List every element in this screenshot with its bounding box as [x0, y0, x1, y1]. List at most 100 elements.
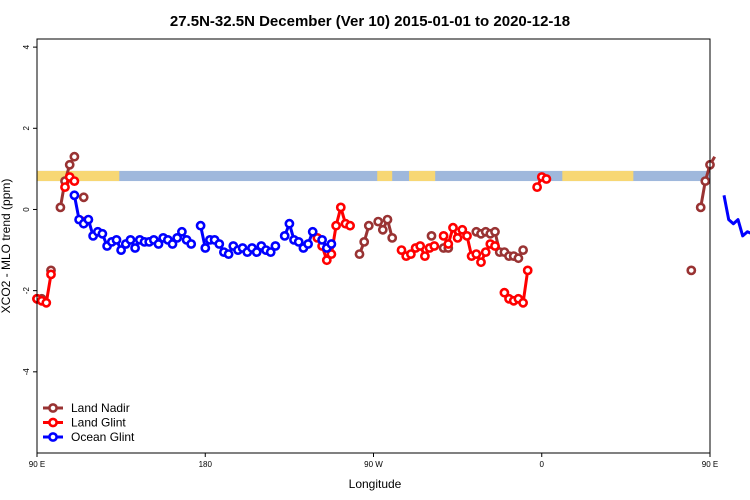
land-glint-point: [518, 297, 528, 308]
land-nadir-point: [373, 216, 384, 227]
land-glint-series: [32, 172, 552, 308]
ocean-glint-point: [265, 247, 276, 257]
land-glint-point: [499, 287, 510, 298]
land-nadir-point: [490, 226, 500, 237]
x-tick-label: 90 W: [364, 460, 383, 469]
ocean-glint-series: [69, 190, 750, 259]
ocean-glint-line: [722, 195, 750, 238]
legend-swatch-marker: [48, 403, 58, 413]
land-band-segment: [409, 170, 436, 182]
land-glint-point: [471, 249, 482, 259]
y-tick-label: -2: [22, 287, 31, 295]
land-glint-point: [480, 247, 491, 257]
ocean-glint-point: [293, 236, 304, 247]
ocean-glint-point: [130, 243, 140, 253]
land-glint-point: [448, 222, 458, 233]
legend-label: Land Nadir: [71, 401, 130, 415]
legend-label: Ocean Glint: [71, 430, 135, 444]
land-glint-point: [419, 251, 430, 261]
land-glint-point: [541, 174, 552, 184]
land-glint-point: [522, 265, 533, 276]
ocean-glint-point: [69, 190, 80, 201]
axis-ticks: 90 E 180 90 W 0 90 E 4 2 0 -2 -4: [22, 44, 718, 469]
land-nadir-point: [55, 202, 66, 213]
y-tick-label: 2: [22, 126, 31, 131]
land-glint-point: [405, 249, 416, 259]
land-glint-point: [41, 297, 52, 308]
ocean-glint-point: [195, 220, 206, 231]
ocean-glint-point: [317, 234, 327, 245]
legend-swatch-marker: [48, 417, 58, 428]
land-glint-point: [331, 220, 341, 231]
land-nadir-point: [426, 230, 437, 241]
ocean-glint-point: [223, 249, 234, 259]
ocean-glint-point: [279, 230, 290, 241]
land-nadir-point: [78, 192, 89, 203]
land-glint-point: [429, 241, 440, 251]
y-tick-label: 4: [22, 44, 31, 49]
land-nadir-point: [387, 232, 398, 243]
ocean-glint-point: [214, 239, 225, 249]
ocean-glint-point: [153, 239, 164, 249]
ocean-band: [37, 170, 710, 182]
land-glint-point: [532, 182, 542, 192]
ocean-glint-point: [172, 232, 183, 243]
land-glint-point: [415, 241, 426, 251]
ocean-glint-point: [176, 226, 187, 237]
land-band-segment: [37, 170, 120, 182]
land-nadir-point: [513, 253, 524, 264]
land-glint-point: [396, 245, 407, 255]
x-tick-label: 180: [199, 460, 213, 469]
land-nadir-point: [69, 151, 80, 162]
land-glint-point: [443, 239, 454, 249]
land-nadir-point: [363, 220, 374, 231]
land-nadir-point: [518, 245, 528, 255]
land-nadir-point: [377, 224, 388, 235]
land-glint-point: [490, 241, 500, 251]
land-glint-point: [345, 220, 355, 231]
legend-swatch-marker: [48, 432, 58, 442]
land-glint-point: [462, 230, 472, 241]
ocean-glint-point: [125, 234, 136, 245]
ocean-glint-point: [83, 214, 94, 225]
legend-item-land-nadir: Land Nadir: [43, 401, 130, 415]
ocean-glint-point: [307, 226, 318, 237]
ocean-glint-point: [326, 239, 337, 249]
ocean-glint-point: [200, 243, 211, 253]
land-glint-point: [69, 176, 80, 186]
land-nadir-point: [382, 214, 393, 225]
land-band-segment: [562, 170, 634, 182]
legend-label: Land Glint: [71, 416, 126, 430]
x-axis-label: Longitude: [349, 477, 402, 491]
ocean-glint-point: [186, 239, 197, 249]
land-nadir-point: [700, 176, 711, 186]
legend-item-ocean-glint: Ocean Glint: [43, 430, 135, 444]
land-glint-point: [457, 224, 468, 235]
ocean-glint-point: [111, 234, 122, 245]
land-glint-point: [326, 249, 337, 259]
ocean-glint-point: [251, 247, 262, 257]
land-nadir-point: [64, 159, 75, 170]
land-glint-point: [476, 257, 486, 268]
land-glint-point: [438, 230, 449, 241]
x-tick-label: 90 E: [29, 460, 45, 469]
ocean-glint-point: [284, 218, 295, 229]
ocean-glint-point: [97, 228, 108, 239]
land-nadir-point: [359, 236, 370, 247]
ocean-glint-point: [167, 239, 178, 249]
ocean-glint-point: [116, 245, 126, 255]
land-glint-point: [335, 202, 346, 213]
y-tick-label: -4: [22, 368, 31, 376]
ocean-glint-point: [270, 241, 281, 251]
land-nadir-point: [686, 265, 697, 276]
land-ocean-band: [37, 170, 710, 182]
x-tick-label: 0: [540, 460, 545, 469]
legend-item-land-glint: Land Glint: [43, 416, 126, 430]
chart-title: 27.5N-32.5N December (Ver 10) 2015-01-01…: [170, 13, 570, 30]
x-tick-label: 90 E: [702, 460, 718, 469]
land-glint-point: [321, 255, 332, 266]
ocean-glint-point: [303, 239, 313, 249]
land-glint-point: [60, 182, 70, 192]
